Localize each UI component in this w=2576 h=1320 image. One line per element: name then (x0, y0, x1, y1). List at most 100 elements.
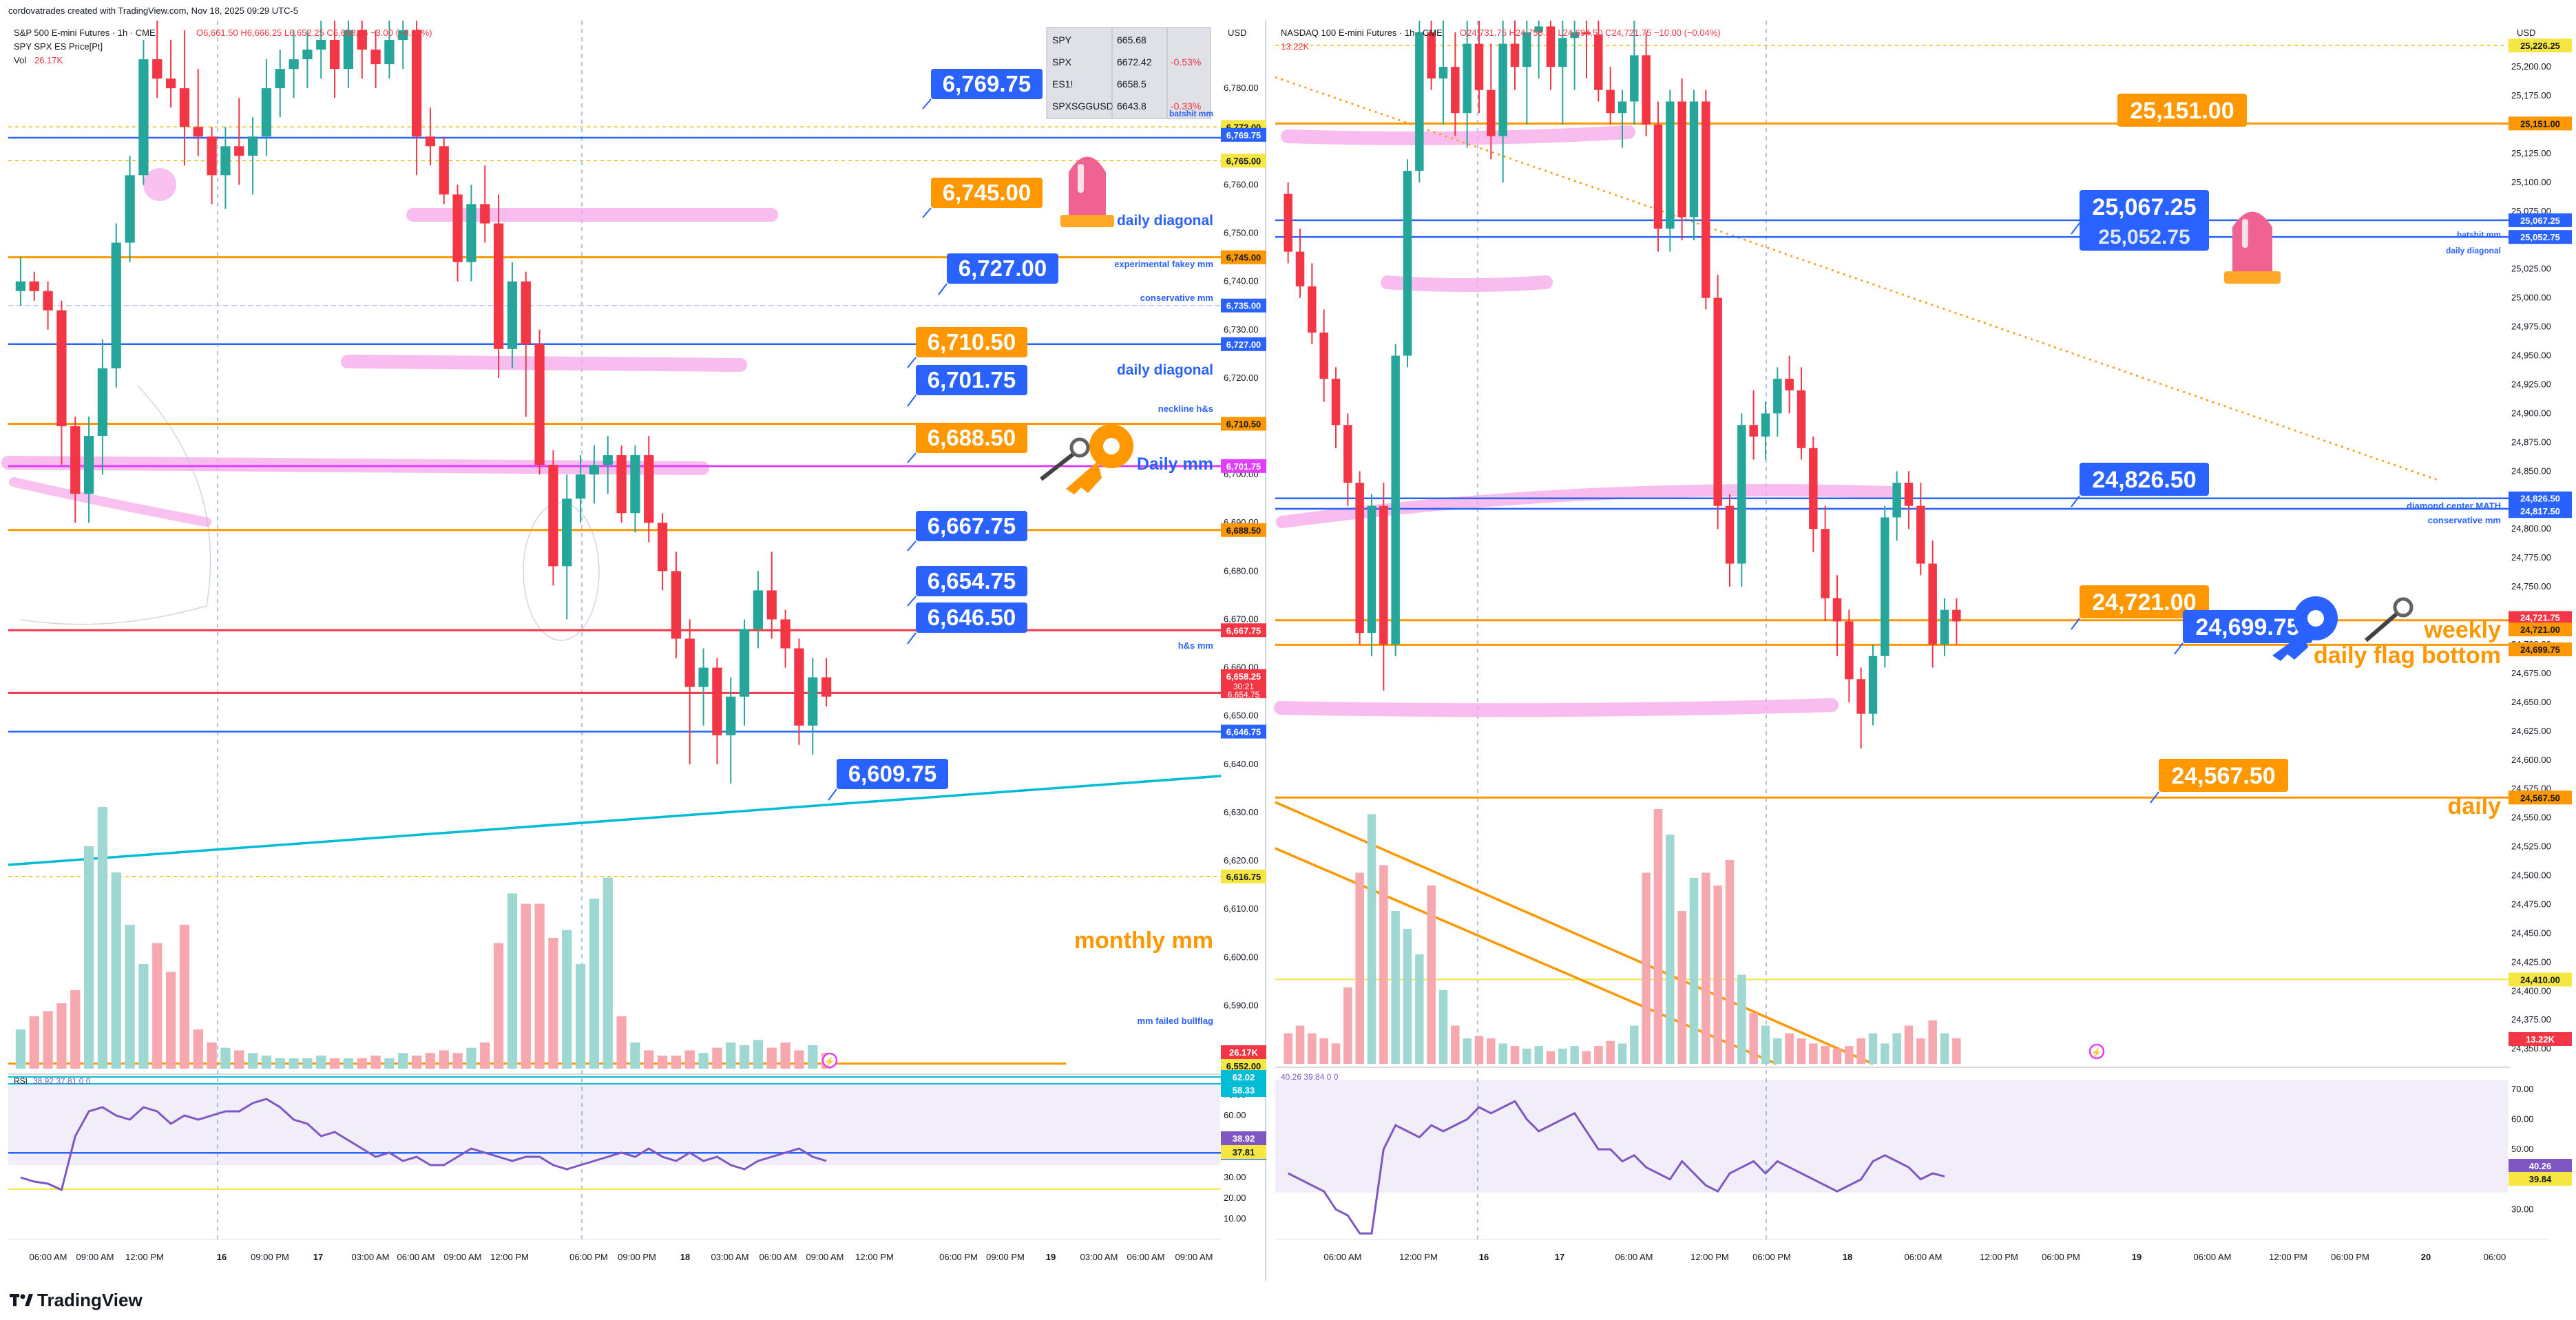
nq-diagonal-dotted (1275, 76, 2440, 482)
nq-volume-bar (1630, 1025, 1639, 1064)
es-axbox-rsi2 (1221, 1145, 1266, 1159)
es-candle (657, 513, 668, 591)
es-volume-bar (234, 1050, 244, 1069)
nq-candle (1343, 413, 1352, 506)
nq-volume-bar (1773, 1038, 1782, 1064)
keys-icon (1040, 437, 1090, 481)
es-candle-body (766, 590, 777, 620)
es-candle (616, 446, 627, 523)
es-volume-bar (398, 1053, 408, 1069)
es-axbox-6552 (1221, 1059, 1266, 1073)
es-candle (507, 262, 518, 368)
es-candle-body (111, 242, 121, 368)
es-volume-bar (548, 938, 558, 1069)
es-candle-body (808, 677, 818, 726)
es-candle-body (575, 474, 586, 499)
es-volume-bar (644, 1050, 654, 1069)
es-volume-bar (15, 1029, 26, 1069)
es-axbox-6701 (1221, 459, 1266, 473)
es-volume-bar (56, 1003, 67, 1069)
es-volume-bar (616, 1016, 627, 1069)
es-axbox-6710 (1221, 417, 1266, 431)
nq-axbox-24699-text: 24,699.75 (2520, 645, 2560, 655)
nq-candle (1892, 471, 1901, 541)
nq-volume-bar (1582, 1051, 1591, 1064)
nq-candle-body (1713, 297, 1722, 506)
es-candle-body (452, 194, 463, 262)
nq-time-tick: 06:00 (2484, 1252, 2506, 1262)
nq-candle-body (1749, 425, 1758, 437)
nq-volume-bar (1379, 865, 1388, 1064)
nq-candle (1438, 21, 1448, 125)
nq-candle-body (1487, 90, 1496, 136)
nq-candle (1881, 505, 1889, 668)
es-candle (357, 21, 367, 79)
es-last-price: 6,658.25 (1226, 671, 1261, 682)
nq-volume-bar (1463, 1038, 1472, 1064)
es-volume-bar (766, 1047, 777, 1069)
svg-text:24,567.50: 24,567.50 (2171, 763, 2275, 789)
es-candle-body (70, 426, 81, 494)
nq-candle-body (1534, 26, 1543, 32)
nq-candles (1284, 21, 1961, 748)
es-candle-body (384, 40, 395, 65)
es-candle-body (589, 465, 600, 475)
es-candle (589, 446, 600, 504)
nq-price-tick: 24,750.00 (2511, 581, 2551, 591)
nq-price-tick: 24,925.00 (2511, 379, 2551, 389)
es-volume-bars (15, 807, 832, 1069)
nq-candle (1308, 263, 1317, 344)
nq-volume-bar (1785, 1033, 1794, 1064)
es-time-tick: 09:00 AM (444, 1252, 482, 1262)
es-candle (534, 329, 545, 475)
es-volume-bar (780, 1043, 790, 1069)
es-candle (193, 69, 203, 156)
es-candle (125, 156, 135, 262)
es-axbox-6688-text: 6,688.50 (1226, 525, 1261, 536)
es-callout-6646: 6,646.50 (916, 603, 1027, 633)
es-callout-6688: 6,688.50 (916, 423, 1027, 453)
nq-volume-bar (1689, 877, 1699, 1064)
es-axbox-vol-text: 26.17K (1229, 1047, 1259, 1058)
nq-axbox-24826-text: 24,826.50 (2520, 494, 2560, 504)
nq-candle (1666, 90, 1675, 252)
svg-text:6,769.75: 6,769.75 (943, 71, 1031, 96)
es-candle (480, 165, 490, 243)
nq-candle-body (1653, 124, 1663, 229)
es-candle (439, 136, 449, 205)
nq-volume-bar (1319, 1038, 1328, 1064)
siren-icon (2224, 211, 2281, 284)
nq-candle (1821, 505, 1830, 622)
es-volume-bar (384, 1058, 395, 1069)
es-time-tick: 06:00 AM (1127, 1252, 1165, 1262)
es-price-tick: 6,720.00 (1224, 373, 1259, 383)
nq-candle (1295, 228, 1305, 298)
es-candle (794, 638, 804, 745)
nq-price-tick: 24,950.00 (2511, 350, 2551, 361)
nq-candle-body (1856, 679, 1865, 714)
nq-axbox-24826 (2509, 491, 2572, 505)
es-volume-bar (125, 925, 135, 1069)
es-callout-6609: 6,609.75 (837, 759, 948, 789)
es-candle-body (43, 291, 53, 311)
nq-axbox-24410-text: 24,410.00 (2520, 975, 2560, 985)
svg-text:25,151.00: 25,151.00 (2130, 98, 2234, 124)
es-volume-bar (562, 930, 572, 1069)
es-time-tick: 12:00 PM (125, 1252, 164, 1262)
es-axbox-6765-text: 6,765.00 (1226, 156, 1261, 166)
es-candle-body (726, 696, 736, 735)
nq-candle (1653, 101, 1663, 252)
es-volume-bar (630, 1043, 640, 1069)
es-candle-body (329, 40, 340, 70)
nq-candle-body (1355, 483, 1364, 633)
nq-volume-bar (1856, 1038, 1865, 1064)
nq-candle (1606, 67, 1615, 125)
alert-icon: ⚡ (821, 1052, 838, 1069)
nq-volume-bar (1713, 886, 1722, 1064)
nq-candle (1856, 667, 1865, 748)
nq-volume-bar (1570, 1046, 1579, 1064)
nq-candle-body (1343, 425, 1352, 483)
nq-time-tick: 06:00 AM (1905, 1252, 1943, 1262)
es-candle-body (220, 146, 231, 176)
